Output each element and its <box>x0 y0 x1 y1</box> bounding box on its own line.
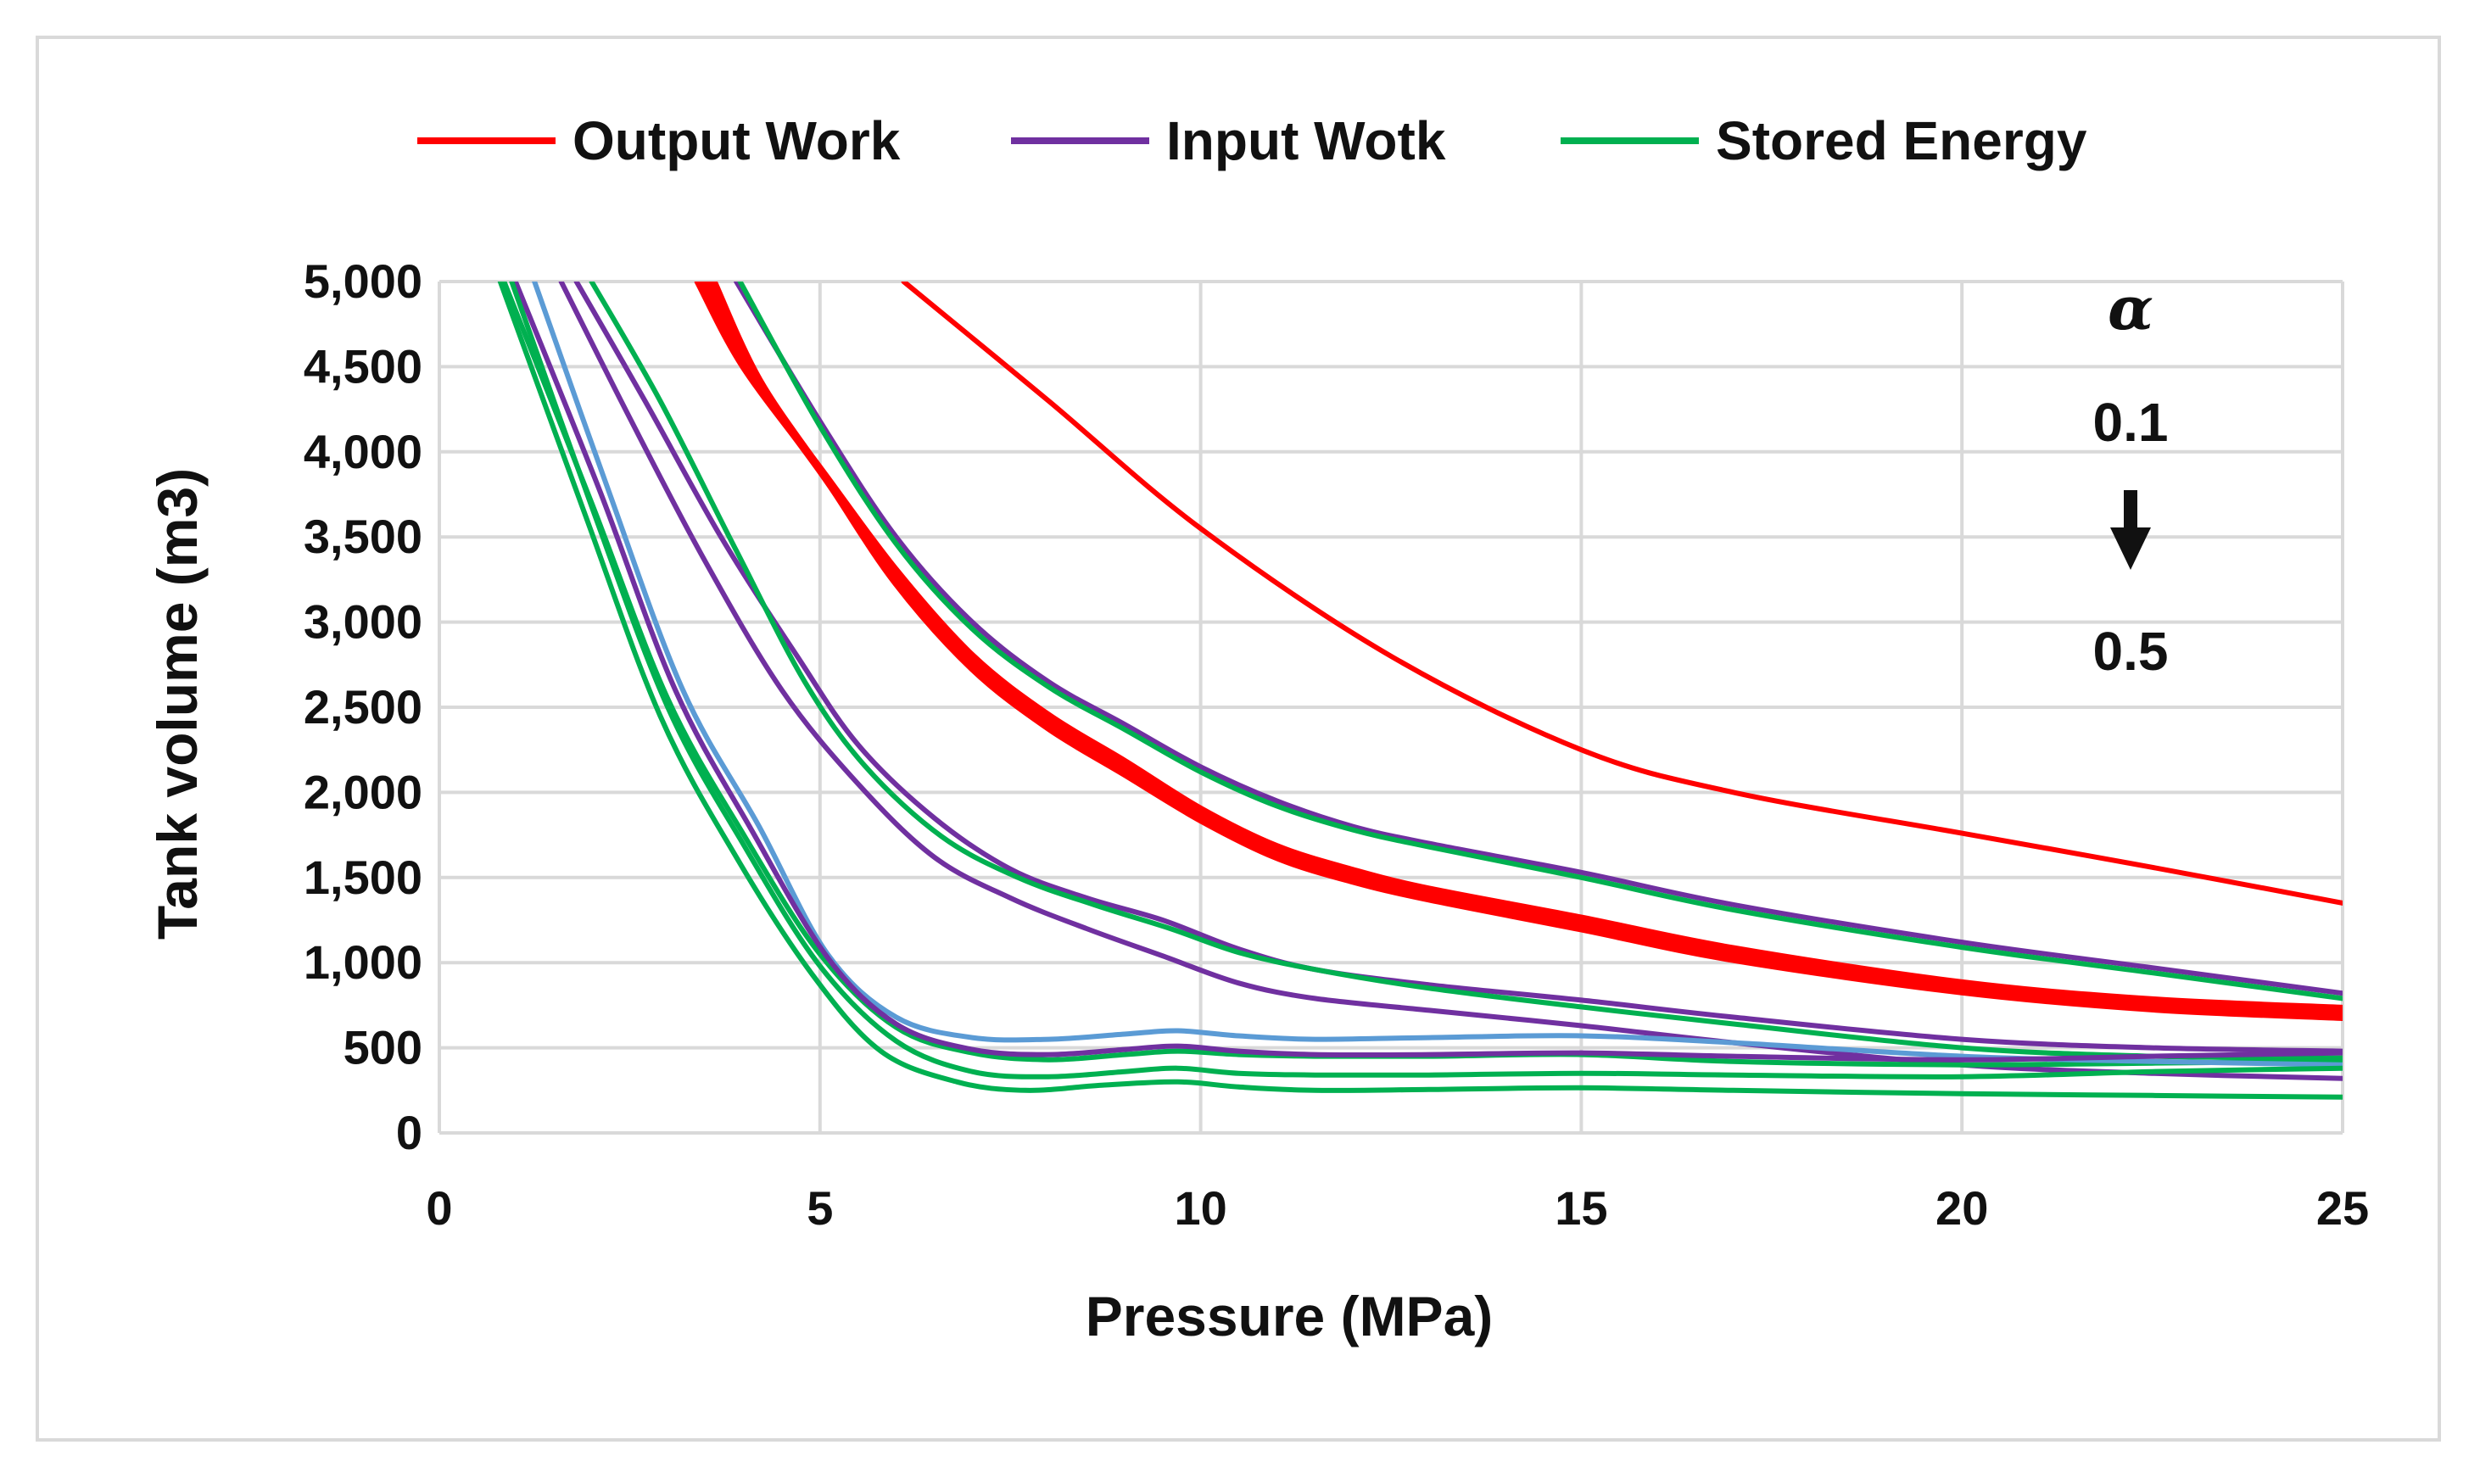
x-tick-label: 0 <box>426 1181 452 1235</box>
series-line-7 <box>573 282 2343 1054</box>
legend-label-stored-energy: Stored Energy <box>1716 110 2087 171</box>
x-tick-label: 15 <box>1555 1181 1607 1235</box>
series-line-5 <box>737 282 2343 1001</box>
gridlines <box>438 280 2344 1135</box>
y-tick-label: 2,000 <box>304 765 422 818</box>
legend-label-input-work: Input Wotk <box>1166 110 1446 171</box>
series-line-0 <box>901 282 2343 906</box>
series-line-12 <box>509 282 2343 1080</box>
series-line-9 <box>501 282 2343 1068</box>
chart-frame <box>36 36 2441 1442</box>
series-line-8 <box>589 282 2343 1061</box>
series-lines <box>497 282 2343 1100</box>
series-line-3 <box>709 282 2343 1021</box>
x-tick-label: 10 <box>1174 1181 1226 1235</box>
x-axis-title: Pressure (MPa) <box>1086 1285 1494 1347</box>
alpha-annotation: α 0.1 0.5 <box>2093 273 2169 682</box>
y-tick-label: 3,000 <box>304 595 422 649</box>
down-arrow-icon <box>2110 490 2151 570</box>
y-tick-label: 2,500 <box>304 680 422 734</box>
alpha-symbol: α <box>2108 273 2153 343</box>
axis-ticks: 0 500 1,000 1,500 2,000 2,500 3,000 3,500 4,000 4… <box>304 254 2369 1235</box>
series-line-13 <box>497 282 2343 1100</box>
x-tick-label: 25 <box>2316 1181 2369 1235</box>
x-tick-label: 20 <box>1935 1181 1988 1235</box>
legend: Output Work Input Wotk Stored Energy <box>417 110 2087 171</box>
y-tick-label: 500 <box>344 1021 422 1074</box>
legend-label-output-work: Output Work <box>573 110 901 171</box>
y-axis-title: Tank volume (m3) <box>146 468 209 940</box>
y-tick-label: 4,000 <box>304 425 422 478</box>
series-line-11 <box>512 282 2343 1063</box>
alpha-bottom-value: 0.5 <box>2093 621 2169 682</box>
series-line-4 <box>734 282 2343 996</box>
series-line-10 <box>532 282 2343 1068</box>
y-tick-label: 1,500 <box>304 851 422 904</box>
y-tick-label: 0 <box>396 1106 422 1159</box>
y-tick-label: 3,500 <box>304 510 422 563</box>
y-tick-label: 4,500 <box>304 339 422 393</box>
alpha-top-value: 0.1 <box>2093 392 2169 453</box>
y-tick-label: 1,000 <box>304 935 422 989</box>
x-tick-label: 5 <box>807 1181 833 1235</box>
y-tick-label: 5,000 <box>304 254 422 308</box>
